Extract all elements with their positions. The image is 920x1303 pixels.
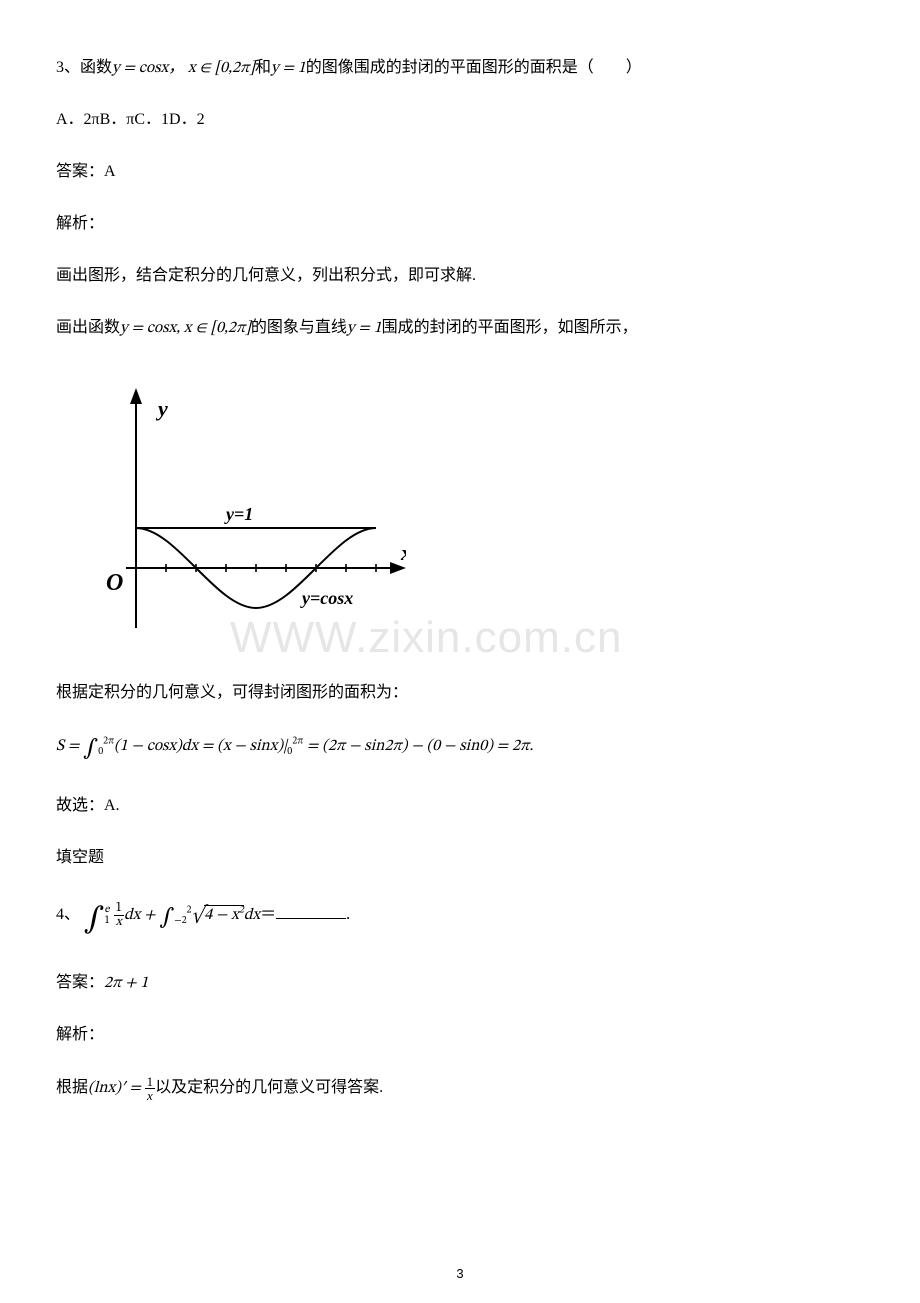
q4-answer: 答案：2π + 1 bbox=[56, 971, 864, 995]
answer-value: 2π + 1 bbox=[104, 975, 148, 991]
q4-stem: 4、 ∫e1 1xdx + ∫−22√4 − x2dx＝. bbox=[56, 898, 864, 943]
q4-prefix: 4、 bbox=[56, 906, 80, 923]
q3-jiexi-label: 解析： bbox=[56, 212, 864, 236]
graph-svg: y x O y=1 y=cosx bbox=[66, 368, 406, 643]
q3-mid1: 和 bbox=[255, 59, 271, 76]
q3-after-fig: 根据定积分的几何意义，可得封闭图形的面积为： bbox=[56, 681, 864, 705]
answer-value: A bbox=[104, 163, 116, 180]
q4-jiexi-label: 解析： bbox=[56, 1023, 864, 1047]
q3-p2b: y = cosx, x ∈ [0,2π] bbox=[120, 320, 251, 336]
q4-p1b: (lnx)′ = bbox=[88, 1080, 145, 1096]
q3-stem: 3、函数y = cosx， x ∈ [0,2π]和y = 1的图像围成的封闭的平… bbox=[56, 56, 864, 80]
q3-func: y = cosx， x ∈ [0,2π] bbox=[112, 60, 255, 76]
q3-figure: y x O y=1 y=cosx bbox=[66, 368, 864, 651]
q3-jiexi-p2: 画出函数y = cosx, x ∈ [0,2π]的图象与直线y = 1围成的封闭… bbox=[56, 316, 864, 340]
q3-rest: 的图像围成的封闭的平面图形的面积是（ ） bbox=[306, 59, 642, 76]
q3-p2c: 的图象与直线 bbox=[251, 319, 347, 336]
section-fill: 填空题 bbox=[56, 846, 864, 870]
q3-answer: 答案：A bbox=[56, 160, 864, 184]
origin-label: O bbox=[106, 570, 123, 596]
q3-jiexi-p1: 画出图形，结合定积分的几何意义，列出积分式，即可求解. bbox=[56, 264, 864, 288]
answer-label: 答案： bbox=[56, 163, 104, 180]
ycos-label: y=cosx bbox=[300, 588, 353, 608]
q4-jiexi-p1: 根据(lnx)′ = 1x以及定积分的几何意义可得答案. bbox=[56, 1075, 864, 1102]
q3-options: A．2πB．πC．1D．2 bbox=[56, 108, 864, 132]
q3-p2e: 围成的封闭的平面图形，如图所示， bbox=[382, 319, 638, 336]
page-root: 3、函数y = cosx， x ∈ [0,2π]和y = 1的图像围成的封闭的平… bbox=[0, 0, 920, 1303]
y-axis-label: y bbox=[155, 396, 168, 421]
x-axis-label: x bbox=[400, 540, 406, 565]
q4-tail: ＝ bbox=[260, 907, 276, 923]
q3-guxuan: 故选：A. bbox=[56, 794, 864, 818]
q4-p1a: 根据 bbox=[56, 1079, 88, 1096]
y1-label: y=1 bbox=[224, 504, 253, 524]
q3-p2d: y = 1 bbox=[347, 320, 382, 336]
q3-p2a: 画出函数 bbox=[56, 319, 120, 336]
answer-label: 答案： bbox=[56, 974, 104, 991]
page-number: 3 bbox=[0, 1264, 920, 1284]
q4-p1c: 以及定积分的几何意义可得答案. bbox=[155, 1079, 383, 1096]
q3-line: y = 1 bbox=[271, 60, 306, 76]
q3-prefix: 3、函数 bbox=[56, 59, 112, 76]
q3-formula: S = ∫02π(1 − cosx)dx = (x − sinx)|02π = … bbox=[56, 733, 864, 766]
y-arrow-icon bbox=[130, 388, 142, 404]
blank-line bbox=[276, 904, 346, 919]
